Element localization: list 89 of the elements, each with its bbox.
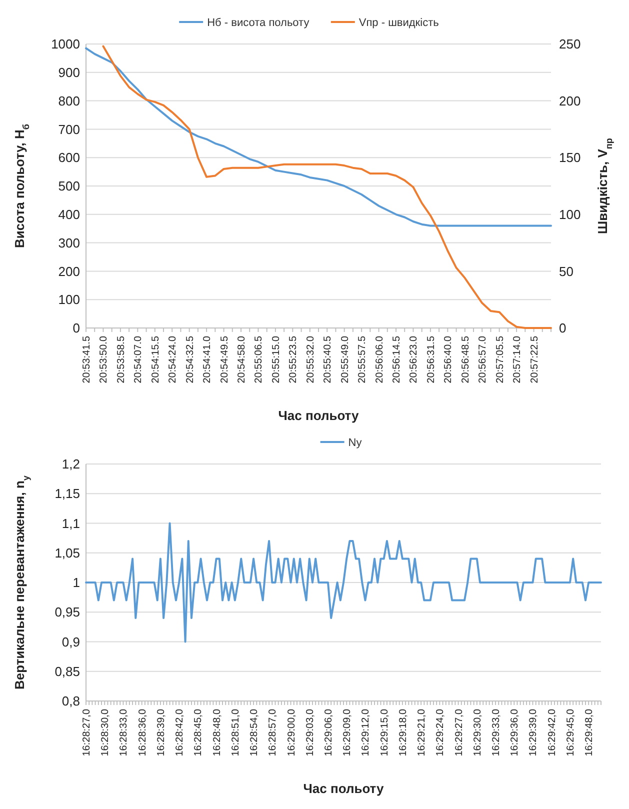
x-tick-label: 20:56:23.0	[408, 336, 420, 384]
y-tick-label: 800	[58, 93, 80, 108]
x-tick-label: 20:55:23.5	[288, 336, 300, 384]
y-tick-label: 1	[72, 575, 80, 590]
x-tick-label: 16:28:36,0	[137, 708, 148, 756]
x-tick-label: 20:54:41.0	[202, 336, 214, 384]
y-tick-label: 1,05	[54, 545, 80, 560]
y-tick-label: 1,15	[54, 486, 80, 502]
y2-tick-label: 250	[559, 36, 581, 52]
x-tick-label: 20:56:06.0	[374, 336, 386, 384]
legend-label: Нб - висота польоту	[207, 16, 310, 29]
x-tick-label: 20:55:06.5	[254, 336, 265, 384]
x-tick-label: 16:28:42,0	[174, 708, 186, 756]
x-tick-label: 16:29:48,0	[584, 708, 596, 756]
x-tick-label: 20:55:15.0	[270, 336, 282, 384]
x-tick-label: 16:28:45,0	[193, 708, 204, 756]
y2-tick-label: 150	[559, 150, 581, 166]
x-tick-label: 16:28:30,0	[100, 708, 112, 756]
x-tick-label: 16:29:12,0	[360, 708, 372, 756]
x-axis-title: Час польоту	[278, 408, 360, 423]
y-tick-label: 0,8	[62, 694, 80, 709]
y-tick-label: 900	[58, 64, 80, 80]
y-tick-label: 0,95	[54, 604, 80, 620]
x-tick-label: 20:54:32.5	[184, 336, 196, 384]
x-tick-label: 16:29:27,0	[454, 708, 465, 756]
y-tick-label: 1000	[51, 36, 80, 52]
x-tick-label: 20:55:49.0	[340, 336, 351, 384]
x-tick-label: 20:54:49.5	[219, 336, 230, 384]
x-tick-label: 16:28:27,0	[82, 708, 92, 756]
y-tick-label: 200	[58, 264, 80, 279]
x-tick-label: 16:29:36,0	[510, 708, 521, 756]
y-tick-label: 600	[58, 150, 80, 166]
x-tick-label: 20:56:48.5	[460, 336, 472, 384]
x-axis-title: Час польоту	[303, 781, 384, 796]
x-tick-label: 20:53:58.5	[116, 336, 127, 384]
y-tick-label: 100	[58, 292, 80, 308]
x-tick-label: 16:29:39,0	[528, 708, 540, 756]
x-tick-label: 20:56:40.0	[443, 336, 454, 384]
x-tick-label: 20:56:31.5	[426, 336, 437, 384]
x-tick-label: 16:29:30,0	[472, 708, 484, 756]
x-tick-label: 16:28:33,0	[118, 708, 130, 756]
x-tick-label: 20:57:22.5	[529, 336, 540, 384]
line-series	[85, 47, 552, 227]
x-tick-label: 20:57:05.5	[494, 336, 506, 384]
x-tick-label: 16:29:42,0	[546, 708, 558, 756]
x-tick-label: 16:29:06,0	[323, 708, 334, 756]
x-tick-label: 20:57:14.0	[512, 336, 524, 384]
legend-label: Ny	[348, 436, 362, 449]
x-tick-label: 16:29:21,0	[416, 708, 428, 756]
y2-tick-label: 100	[559, 206, 581, 222]
x-tick-label: 16:29:09,0	[342, 708, 354, 756]
y-tick-label: 0,9	[62, 634, 80, 650]
x-tick-label: 20:54:07.0	[133, 336, 144, 384]
y-tick-label: 300	[58, 235, 80, 250]
x-tick-label: 16:29:33,0	[491, 708, 502, 756]
x-tick-label: 16:28:39,0	[156, 708, 167, 756]
x-tick-label: 20:55:57.5	[357, 336, 368, 384]
x-tick-label: 20:56:57.0	[478, 336, 489, 384]
y-tick-label: 700	[58, 122, 80, 137]
y-tick-label: 0,85	[54, 664, 80, 679]
x-tick-label: 20:55:32.0	[305, 336, 316, 384]
x-tick-label: 20:54:24.0	[168, 336, 179, 384]
y-tick-label: 400	[58, 206, 80, 222]
x-tick-label: 20:55:40.5	[322, 336, 334, 384]
x-tick-label: 20:53:41.5	[82, 336, 92, 384]
legend-label: Vпр - швидкість	[358, 16, 440, 29]
x-tick-label: 16:28:51,0	[230, 708, 242, 756]
y-tick-label: 0	[72, 320, 80, 336]
x-tick-label: 20:54:15.5	[150, 336, 162, 384]
x-tick-label: 20:56:14.5	[392, 336, 402, 384]
y2-tick-label: 0	[559, 320, 566, 336]
x-tick-label: 16:29:03,0	[304, 708, 316, 756]
x-tick-label: 16:29:15,0	[379, 708, 390, 756]
x-tick-label: 16:28:57,0	[268, 708, 279, 756]
y-tick-label: 1,2	[62, 456, 80, 472]
x-tick-label: 16:29:45,0	[565, 708, 576, 756]
x-tick-label: 20:54:58.0	[236, 336, 248, 384]
line-series	[102, 45, 552, 329]
x-tick-label: 16:29:24,0	[435, 708, 446, 756]
x-tick-label: 16:29:18,0	[398, 708, 409, 756]
x-tick-label: 16:28:54,0	[249, 708, 260, 756]
x-tick-label: 16:28:48,0	[212, 708, 223, 756]
y2-tick-label: 50	[559, 264, 574, 279]
y-tick-label: 500	[58, 178, 80, 194]
x-tick-label: 20:53:50.0	[98, 336, 110, 384]
line-series	[85, 522, 602, 643]
y-tick-label: 1,1	[62, 516, 80, 531]
y2-tick-label: 200	[559, 93, 581, 108]
x-tick-label: 16:29:00,0	[286, 708, 298, 756]
